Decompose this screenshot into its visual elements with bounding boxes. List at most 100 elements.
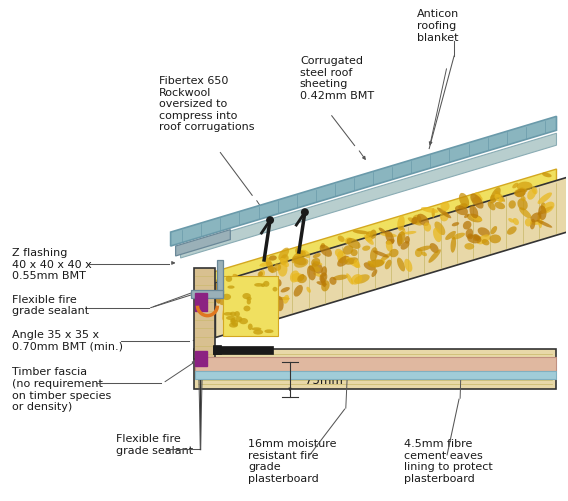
Ellipse shape bbox=[452, 222, 460, 226]
Ellipse shape bbox=[229, 284, 239, 290]
Ellipse shape bbox=[261, 284, 265, 287]
Text: Flexible fire
grade sealant: Flexible fire grade sealant bbox=[11, 295, 89, 316]
Text: Timber fascia
(no requirement
on timber species
or density): Timber fascia (no requirement on timber … bbox=[11, 367, 111, 412]
Ellipse shape bbox=[293, 256, 307, 265]
Ellipse shape bbox=[517, 181, 532, 191]
Ellipse shape bbox=[473, 235, 481, 241]
Text: Fibertex 650
Rockwool
oversized to
compress into
roof corrugations: Fibertex 650 Rockwool oversized to compr… bbox=[158, 76, 254, 132]
Ellipse shape bbox=[256, 284, 260, 297]
Ellipse shape bbox=[530, 220, 544, 225]
Text: Corrugated
steel roof
sheeting
0.42mm BMT: Corrugated steel roof sheeting 0.42mm BM… bbox=[300, 56, 374, 101]
Ellipse shape bbox=[234, 311, 240, 317]
Ellipse shape bbox=[362, 245, 370, 251]
Ellipse shape bbox=[482, 239, 490, 245]
Ellipse shape bbox=[276, 279, 282, 287]
Polygon shape bbox=[194, 350, 557, 389]
Ellipse shape bbox=[537, 206, 553, 215]
Ellipse shape bbox=[337, 250, 346, 264]
Ellipse shape bbox=[400, 230, 406, 235]
Ellipse shape bbox=[320, 244, 332, 257]
Ellipse shape bbox=[290, 271, 299, 283]
Ellipse shape bbox=[269, 256, 277, 261]
Polygon shape bbox=[190, 290, 223, 298]
Ellipse shape bbox=[253, 330, 263, 335]
Ellipse shape bbox=[228, 284, 236, 302]
Ellipse shape bbox=[329, 277, 337, 285]
Ellipse shape bbox=[223, 288, 239, 296]
Ellipse shape bbox=[366, 231, 373, 237]
Ellipse shape bbox=[508, 200, 516, 209]
Ellipse shape bbox=[213, 283, 227, 290]
Ellipse shape bbox=[490, 195, 497, 202]
Ellipse shape bbox=[311, 258, 320, 267]
Ellipse shape bbox=[404, 236, 410, 243]
Text: 16mm moisture
resistant fire
grade
plasterboard: 16mm moisture resistant fire grade plast… bbox=[248, 439, 337, 484]
Ellipse shape bbox=[244, 303, 260, 312]
Circle shape bbox=[266, 216, 274, 224]
Ellipse shape bbox=[519, 207, 532, 218]
Ellipse shape bbox=[220, 284, 234, 297]
Ellipse shape bbox=[452, 232, 465, 239]
Ellipse shape bbox=[467, 233, 473, 239]
Ellipse shape bbox=[320, 275, 326, 287]
Ellipse shape bbox=[268, 267, 277, 273]
Ellipse shape bbox=[283, 295, 289, 304]
Ellipse shape bbox=[381, 254, 391, 261]
Ellipse shape bbox=[258, 272, 263, 277]
Ellipse shape bbox=[450, 236, 456, 253]
Ellipse shape bbox=[335, 249, 343, 258]
Ellipse shape bbox=[260, 262, 272, 267]
Ellipse shape bbox=[477, 234, 490, 244]
Ellipse shape bbox=[227, 286, 232, 296]
Ellipse shape bbox=[513, 218, 519, 225]
Ellipse shape bbox=[294, 258, 308, 268]
Ellipse shape bbox=[254, 303, 264, 313]
Ellipse shape bbox=[226, 316, 236, 320]
Ellipse shape bbox=[538, 205, 546, 220]
Ellipse shape bbox=[364, 235, 374, 245]
Ellipse shape bbox=[280, 255, 289, 265]
Ellipse shape bbox=[321, 280, 329, 292]
Ellipse shape bbox=[466, 228, 473, 238]
Ellipse shape bbox=[429, 243, 438, 253]
Ellipse shape bbox=[224, 312, 232, 316]
Ellipse shape bbox=[432, 208, 435, 218]
Ellipse shape bbox=[225, 276, 232, 282]
Ellipse shape bbox=[417, 245, 432, 251]
Ellipse shape bbox=[428, 249, 441, 263]
Ellipse shape bbox=[473, 234, 480, 240]
Ellipse shape bbox=[277, 297, 290, 300]
Ellipse shape bbox=[297, 275, 307, 283]
Ellipse shape bbox=[364, 262, 375, 271]
Ellipse shape bbox=[472, 196, 483, 203]
Ellipse shape bbox=[386, 239, 395, 244]
Ellipse shape bbox=[229, 323, 238, 328]
Ellipse shape bbox=[343, 245, 353, 255]
Ellipse shape bbox=[385, 260, 391, 270]
Ellipse shape bbox=[404, 231, 416, 234]
Ellipse shape bbox=[299, 274, 304, 281]
Ellipse shape bbox=[512, 183, 519, 188]
Ellipse shape bbox=[215, 293, 220, 304]
Ellipse shape bbox=[232, 274, 239, 280]
Ellipse shape bbox=[275, 296, 283, 311]
Ellipse shape bbox=[230, 318, 236, 325]
Ellipse shape bbox=[517, 198, 528, 210]
Bar bbox=[195, 351, 207, 366]
Ellipse shape bbox=[464, 213, 469, 218]
Ellipse shape bbox=[239, 287, 252, 298]
Ellipse shape bbox=[531, 212, 541, 222]
Ellipse shape bbox=[458, 203, 467, 209]
Ellipse shape bbox=[421, 207, 438, 213]
Ellipse shape bbox=[231, 282, 242, 290]
Ellipse shape bbox=[397, 215, 405, 231]
Ellipse shape bbox=[351, 274, 362, 285]
Ellipse shape bbox=[521, 196, 525, 201]
Ellipse shape bbox=[321, 243, 325, 248]
Ellipse shape bbox=[354, 274, 370, 284]
Ellipse shape bbox=[379, 227, 386, 233]
Ellipse shape bbox=[295, 247, 303, 257]
Ellipse shape bbox=[316, 281, 327, 286]
Ellipse shape bbox=[254, 283, 263, 287]
Polygon shape bbox=[194, 268, 215, 359]
